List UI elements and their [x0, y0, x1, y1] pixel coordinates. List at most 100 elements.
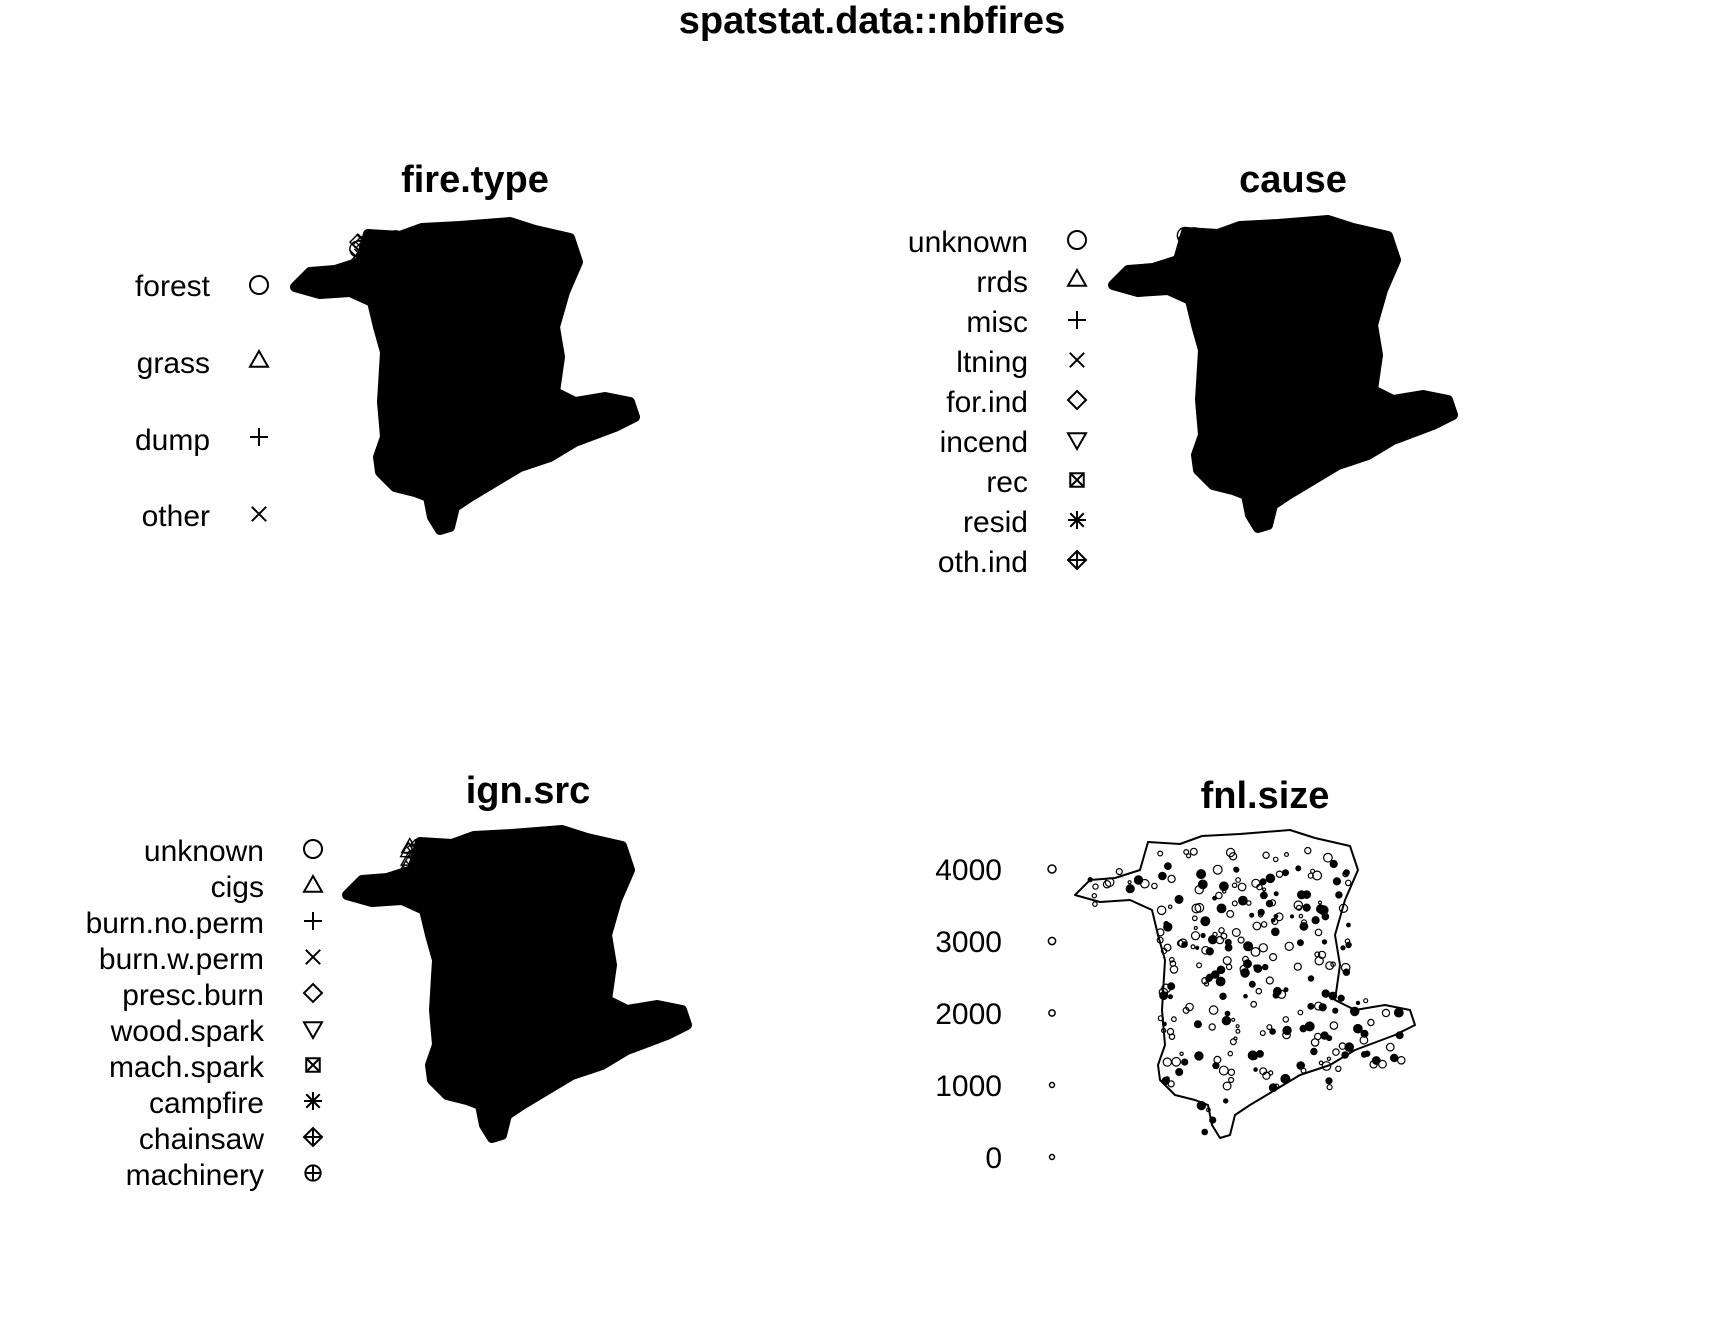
- fire-point: [436, 874, 453, 891]
- fire-point: [1183, 849, 1190, 856]
- fire-point: [1385, 1042, 1395, 1052]
- fire-point: [1249, 912, 1255, 918]
- fire-point: [1342, 870, 1349, 878]
- fire-point: [1156, 905, 1167, 916]
- fire-point: [1344, 879, 1352, 887]
- fire-point: [1284, 852, 1290, 858]
- fire-point: [1296, 1061, 1306, 1070]
- fire-point: [1250, 1000, 1258, 1008]
- fire-point: [1280, 1073, 1291, 1084]
- fire-point: [1163, 943, 1172, 952]
- fire-point: [426, 847, 441, 861]
- panel-title-cause: cause: [1239, 159, 1347, 201]
- fire-point: [1295, 865, 1302, 872]
- fire-point: [442, 882, 459, 899]
- fire-point: [1231, 882, 1238, 889]
- legend-label: misc: [966, 306, 1028, 339]
- fire-point: [1326, 1035, 1333, 1042]
- fire-point: [393, 263, 412, 282]
- fire-point: [1167, 994, 1173, 1000]
- fire-point: [1314, 951, 1321, 958]
- fire-point: [1169, 965, 1179, 974]
- fire-point: [1157, 1015, 1164, 1022]
- legend-label: burn.no.perm: [86, 907, 264, 940]
- fire-point: [1174, 894, 1184, 904]
- panel-cause: cause unknown rrds misc ltning for.ind i…: [908, 159, 1453, 579]
- fire-point: [1314, 1001, 1324, 1011]
- fire-point: [458, 875, 478, 892]
- fire-point: [1253, 964, 1258, 970]
- fire-point: [1259, 1067, 1268, 1076]
- fire-point: [1231, 927, 1241, 937]
- fire-point: [1125, 884, 1135, 894]
- fire-point: [1181, 1058, 1189, 1066]
- fire-point: [1170, 258, 1185, 273]
- fire-point: [1227, 1076, 1235, 1084]
- fire-point: [1227, 1050, 1234, 1057]
- fire-point: [1179, 1051, 1184, 1056]
- fire-point: [1289, 914, 1295, 919]
- fire-point: [1271, 927, 1280, 937]
- fire-point: [1335, 1065, 1342, 1072]
- fire-point: [1268, 1070, 1274, 1076]
- fire-point: [1194, 1051, 1204, 1061]
- legend-symbol-plus-icon: [304, 912, 322, 930]
- legend-label: machinery: [126, 1159, 264, 1192]
- size-legend-circle-icon: [1047, 936, 1057, 946]
- legend-ign-src: unknown cigs burn.no.perm burn.w.perm pr…: [86, 835, 324, 1192]
- fire-point: [1389, 1053, 1399, 1063]
- fire-point: [1259, 891, 1268, 900]
- fire-point: [1344, 938, 1351, 945]
- legend-label: mach.spark: [109, 1051, 265, 1084]
- fire-point: [1182, 1006, 1190, 1014]
- fire-point: [1257, 908, 1265, 916]
- fire-point: [391, 272, 410, 289]
- fire-point: [1259, 1030, 1266, 1037]
- legend-symbol-diamond-plus-icon: [1066, 549, 1088, 571]
- fire-point: [1221, 1015, 1232, 1026]
- fire-point: [1176, 226, 1195, 245]
- legend-label: rrds: [976, 266, 1028, 299]
- fire-point: [1293, 962, 1302, 971]
- fire-point: [1304, 1021, 1315, 1032]
- fire-point: [1250, 946, 1261, 957]
- legend-label: cigs: [211, 871, 264, 904]
- fire-point: [1183, 245, 1201, 263]
- fire-point: [1219, 992, 1227, 1000]
- legend-label: 4000: [935, 854, 1002, 887]
- figure-title: spatstat.data::nbfires: [679, 0, 1065, 42]
- fire-point: [1164, 862, 1172, 871]
- fire-point: [1224, 1010, 1231, 1017]
- fire-point: [1172, 258, 1187, 273]
- fire-point: [417, 862, 432, 877]
- fire-point: [1224, 240, 1243, 259]
- fire-point: [418, 873, 433, 888]
- fire-point: [1307, 1002, 1315, 1010]
- fire-point: [1317, 900, 1323, 905]
- legend-fire-type: forest grass dump other: [135, 270, 270, 533]
- legend-symbol-asterisk-icon: [1068, 511, 1086, 529]
- fire-point: [1235, 1024, 1240, 1029]
- fire-point: [1104, 877, 1115, 888]
- fire-point: [373, 248, 392, 267]
- fire-point: [1186, 258, 1201, 272]
- fire-point: [1304, 846, 1312, 855]
- size-legend-circle-icon: [1048, 1081, 1056, 1089]
- fire-point: [374, 240, 393, 259]
- legend-symbol-diamond-icon: [1066, 389, 1088, 411]
- fire-point: [1160, 947, 1168, 955]
- fire-point: [1216, 903, 1227, 914]
- fire-point: [1233, 257, 1252, 276]
- fire-point: [1157, 850, 1164, 857]
- fire-point: [1261, 963, 1269, 971]
- fire-point: [1177, 228, 1196, 247]
- fire-point: [1328, 991, 1338, 1001]
- fire-point: [1201, 945, 1210, 955]
- fire-point: [1229, 235, 1244, 250]
- fire-point: [1205, 1107, 1211, 1113]
- panel-title-fire-type: fire.type: [401, 159, 549, 201]
- fire-point: [1314, 928, 1323, 937]
- legend-symbol-square-cross-icon: [305, 1057, 321, 1073]
- fire-point: [349, 240, 367, 258]
- map-fnl-size: [1074, 829, 1416, 1139]
